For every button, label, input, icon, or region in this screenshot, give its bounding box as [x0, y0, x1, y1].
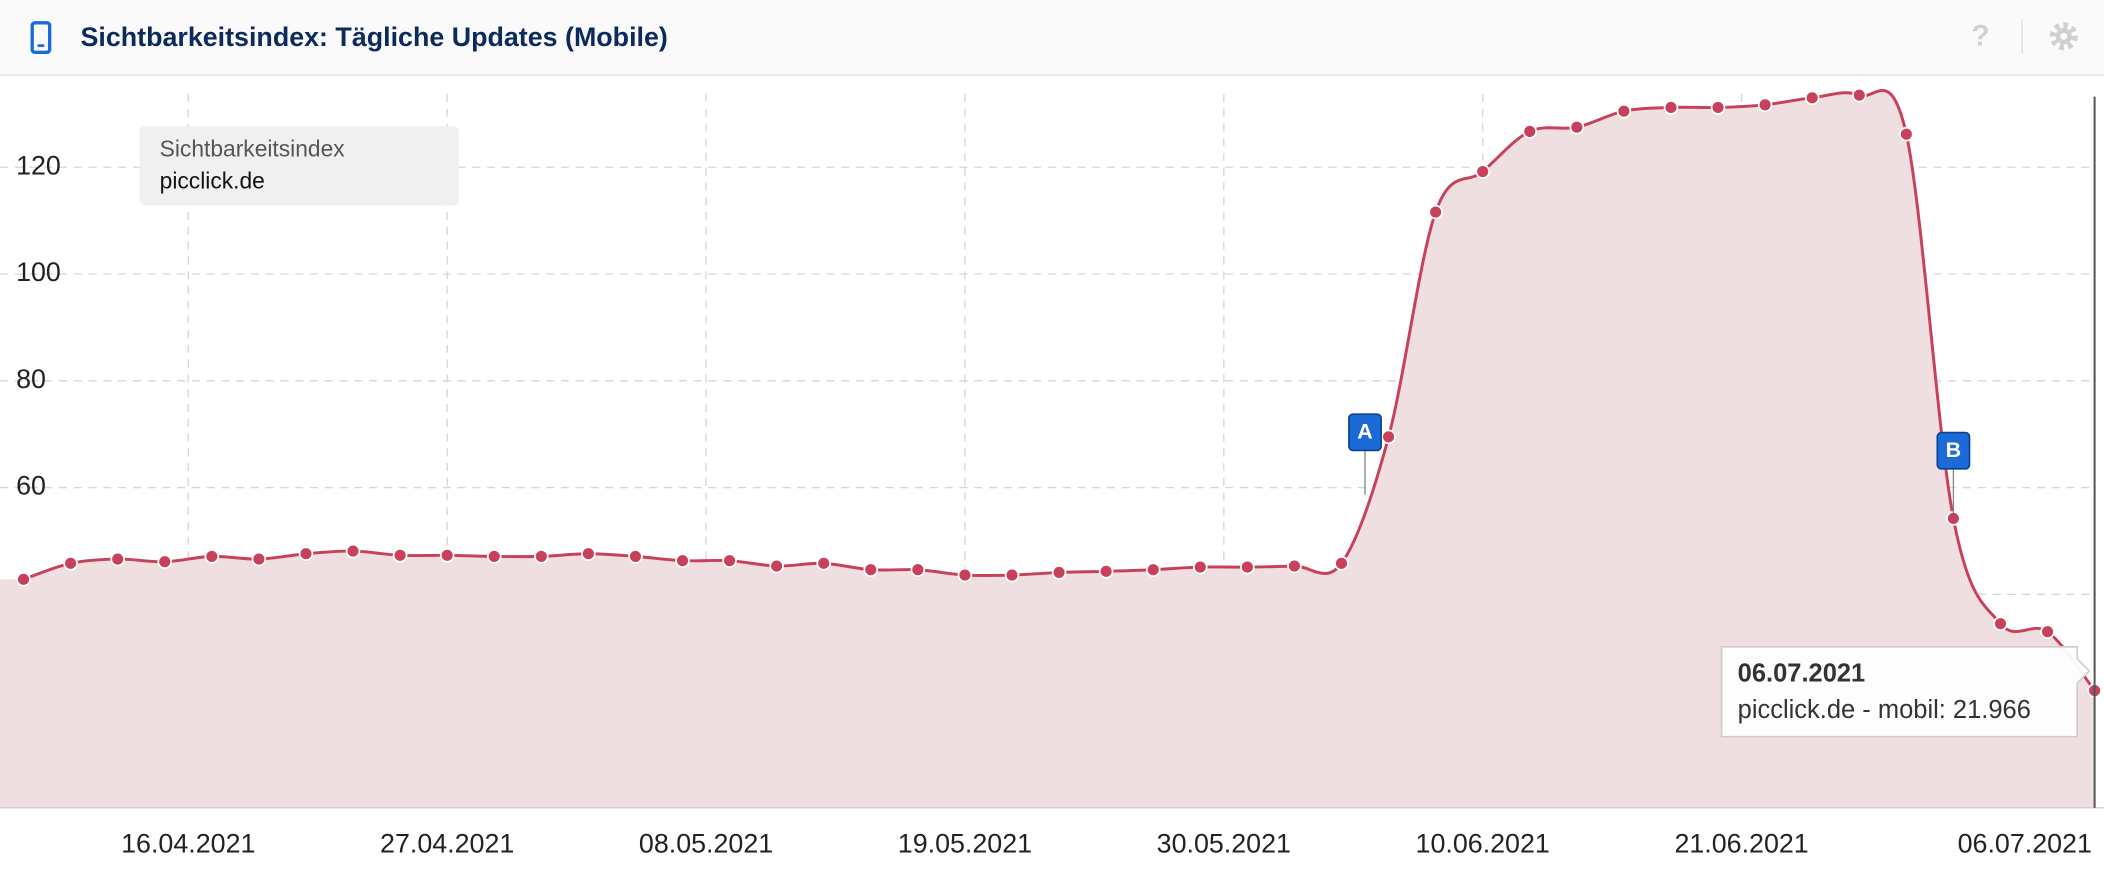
plot: 2040608010012016.04.202127.04.202108.05.… [0, 87, 2104, 858]
x-tick-label: 19.05.2021 [898, 828, 1032, 858]
y-tick-label: 60 [16, 471, 46, 501]
tooltip-date: 06.07.2021 [1738, 660, 1866, 688]
x-tick-label: 16.04.2021 [121, 828, 255, 858]
x-tick-label: 10.06.2021 [1416, 828, 1550, 858]
point [439, 548, 455, 563]
point [63, 556, 78, 571]
settings-icon[interactable] [2049, 22, 2078, 51]
legend-box [139, 126, 459, 206]
legend-entry: picclick.de [160, 168, 265, 194]
point [533, 549, 549, 564]
point [2040, 624, 2055, 639]
crosshair-label: 06.07.2021 [1958, 828, 2092, 858]
tooltip-text: picclick.de - mobil: 21.966 [1738, 696, 2031, 724]
point [1663, 100, 1679, 115]
point [816, 556, 832, 571]
x-tick-label: 27.04.2021 [380, 828, 514, 858]
point [1899, 126, 1914, 142]
point [1616, 103, 1632, 119]
point [1192, 559, 1208, 575]
tooltip-box [1720, 645, 2091, 738]
phone-icon [30, 21, 52, 55]
point [204, 549, 220, 564]
point [157, 554, 173, 570]
point [251, 551, 267, 567]
point [628, 549, 643, 564]
help-icon[interactable]: ? [1972, 19, 1990, 52]
point [1475, 164, 1491, 179]
header-bg [0, 0, 2104, 76]
point [1381, 429, 1396, 445]
point [1051, 565, 1067, 580]
point [1522, 124, 1538, 139]
point [345, 543, 361, 559]
point [1334, 556, 1349, 571]
point [1710, 100, 1726, 115]
point [1240, 559, 1255, 575]
point [1851, 87, 1867, 103]
x-tick-label: 21.06.2021 [1674, 828, 1808, 858]
flag [1348, 413, 1382, 452]
point [722, 553, 737, 568]
point [1287, 558, 1302, 574]
point [957, 567, 973, 583]
point [1569, 119, 1585, 135]
point [910, 562, 926, 578]
point [581, 546, 596, 562]
flag-label: A [1357, 420, 1372, 444]
y-tick-label: 120 [16, 150, 61, 180]
point [1946, 511, 1961, 526]
point [1004, 567, 1020, 583]
area [0, 90, 2095, 808]
point [1993, 616, 2008, 631]
point [769, 558, 784, 574]
point [863, 562, 879, 578]
point [1804, 90, 1820, 106]
header-title: Sichtbarkeitsindex: Tägliche Updates (Mo… [81, 22, 668, 52]
x-tick-label: 08.05.2021 [639, 828, 773, 858]
point [16, 572, 31, 587]
flag-label: B [1946, 438, 1961, 462]
point [392, 548, 408, 563]
flag [1936, 431, 1971, 470]
legend-title: Sichtbarkeitsindex [160, 135, 346, 161]
y-tick-label: 80 [16, 364, 46, 394]
point [1428, 204, 1443, 220]
y-tick-label: 100 [16, 257, 61, 287]
point [486, 549, 502, 564]
point [1757, 97, 1773, 113]
x-tick-label: 30.05.2021 [1157, 828, 1291, 858]
point [1145, 562, 1161, 578]
point [1098, 564, 1114, 579]
point [110, 551, 125, 567]
point [298, 546, 314, 562]
point [675, 553, 690, 568]
